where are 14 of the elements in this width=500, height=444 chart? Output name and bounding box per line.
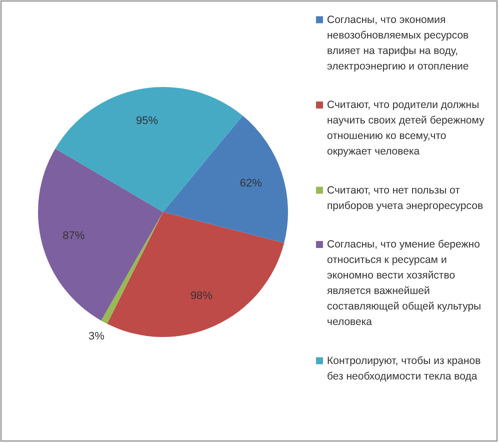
data-label: 3% xyxy=(88,330,105,343)
legend-label: Считают, что нет пользы от приборов учета энергоресурсов xyxy=(327,184,484,212)
pie-slice xyxy=(101,212,163,324)
legend-label: Контролируют, чтобы из кранов без необходимости текла вода xyxy=(327,354,484,382)
pie-slice xyxy=(38,148,163,321)
data-label: 98% xyxy=(190,290,213,302)
data-label: 87% xyxy=(62,230,85,242)
legend-label: Согласны, что умение бережно относиться к ресурсам и экономно вести хозяйство является важнейшей составляющей общей культуры человека xyxy=(327,238,484,328)
legend-label: Считают, что родители должны научить своих детей бережному отношению ко всему,что окружает человека xyxy=(327,99,488,158)
legend-label: Согласны, что экономия невозобновляемых ресурсов влияет на тарифы на воду, электроэнергию и отопление xyxy=(327,14,472,72)
data-label: 62% xyxy=(240,177,262,190)
pie-slice xyxy=(107,212,284,337)
data-label: 95% xyxy=(136,114,158,127)
pie-slice xyxy=(163,116,288,243)
